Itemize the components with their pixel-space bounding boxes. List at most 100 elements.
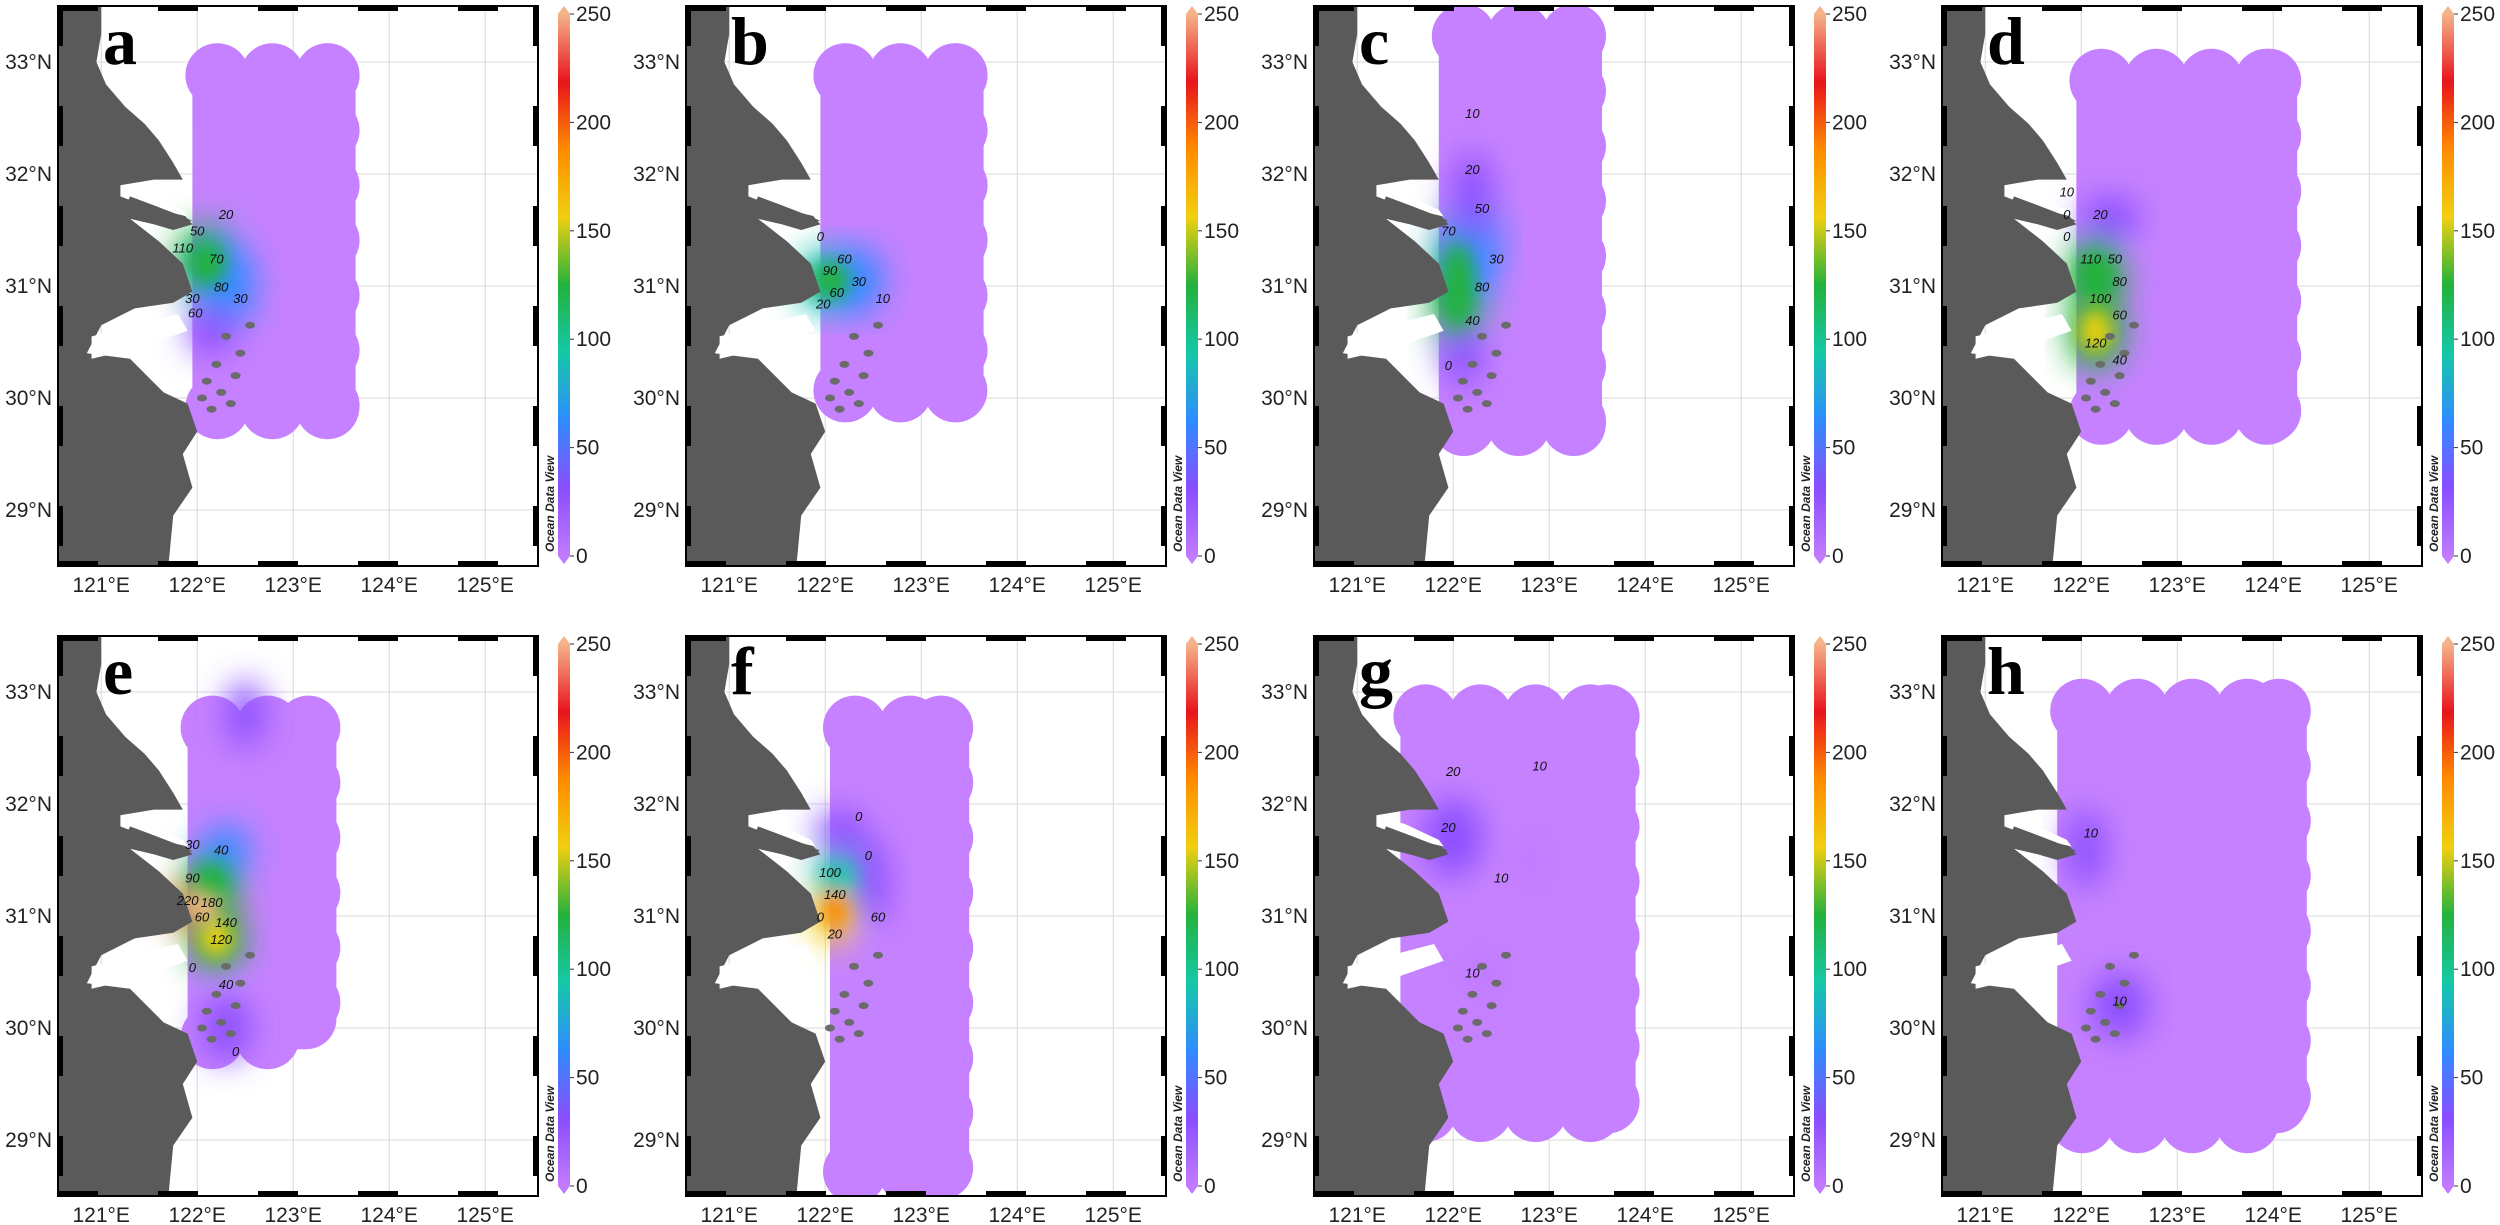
yangtze-estuary bbox=[1376, 185, 1444, 217]
land-mass bbox=[1314, 636, 1454, 1196]
lon-tick-label: 125°E bbox=[2340, 574, 2397, 597]
concentration-blob bbox=[849, 837, 888, 928]
contour-label: 30 bbox=[852, 274, 867, 289]
colorbar: 0 50 100 150 200 250 Ocean Data View bbox=[2427, 633, 2495, 1198]
colorbar-tick-label: 150 bbox=[1204, 850, 1239, 873]
lon-tick-label: 123°E bbox=[264, 574, 321, 597]
contour-label: 60 bbox=[837, 252, 852, 267]
colorbar-tick-label: 0 bbox=[576, 1175, 588, 1198]
field-lobe bbox=[1575, 959, 1640, 1024]
island bbox=[2095, 990, 2106, 998]
field-lobe bbox=[909, 1025, 974, 1090]
field-lobe bbox=[2246, 678, 2311, 743]
colorbar-tick-label: 100 bbox=[2460, 328, 2495, 351]
lon-tick-label: 124°E bbox=[1616, 574, 1673, 597]
island bbox=[1491, 349, 1502, 357]
lat-tick-label: 30°N bbox=[633, 387, 680, 410]
lat-tick-label: 31°N bbox=[1261, 905, 1308, 928]
contour-label: 0 bbox=[855, 809, 863, 824]
lat-tick-label: 33°N bbox=[1261, 51, 1308, 74]
concentration-blob bbox=[226, 680, 265, 749]
colorbar-tick-label: 50 bbox=[1204, 437, 1227, 460]
hangzhou-bay bbox=[91, 944, 188, 989]
lon-tick-label: 121°E bbox=[72, 574, 129, 597]
lat-tick-label: 30°N bbox=[5, 1017, 52, 1040]
contour-label: 10 bbox=[1532, 758, 1547, 773]
colorbar-tick-label: 200 bbox=[576, 741, 611, 764]
field-lobe bbox=[2246, 898, 2311, 963]
colorbar-tick-label: 0 bbox=[1832, 545, 1844, 568]
island bbox=[2119, 979, 2130, 987]
island bbox=[2090, 1035, 2101, 1043]
colorbar-tick-label: 50 bbox=[1832, 1067, 1855, 1090]
concentration-core bbox=[183, 863, 233, 957]
island bbox=[1453, 394, 1463, 402]
field-lobe bbox=[2179, 48, 2244, 113]
colorbar-tick-label: 250 bbox=[1832, 633, 1867, 656]
lon-tick-label: 123°E bbox=[2148, 1204, 2205, 1225]
field-lobe bbox=[295, 43, 360, 108]
colorbar-ramp bbox=[1814, 644, 1826, 1186]
concentration-blob bbox=[202, 826, 250, 872]
concentration-blob bbox=[202, 994, 250, 1062]
lat-tick-label: 32°N bbox=[633, 163, 680, 186]
concentration-core bbox=[188, 242, 226, 286]
island bbox=[839, 990, 850, 998]
lat-tick-label: 29°N bbox=[5, 1129, 52, 1152]
chongming-island bbox=[1381, 826, 1449, 854]
colorbar-tick-label: 150 bbox=[1832, 220, 1867, 243]
colorbar-bottom-arrow bbox=[1814, 556, 1826, 564]
contour-label: 0 bbox=[817, 229, 825, 244]
concentration-core-blob bbox=[195, 863, 228, 901]
colorbar-tick-label: 250 bbox=[2460, 3, 2495, 26]
field-lobe bbox=[185, 375, 250, 440]
chongming-island bbox=[125, 196, 193, 224]
lon-tick-label: 124°E bbox=[2244, 1204, 2301, 1225]
field-lobe bbox=[868, 358, 933, 423]
lat-tick-label: 32°N bbox=[1261, 793, 1308, 816]
field-lobe bbox=[2246, 1008, 2311, 1073]
island bbox=[216, 388, 227, 396]
contour-label: 20 bbox=[1445, 764, 1461, 779]
colorbar-top-arrow bbox=[1814, 636, 1826, 644]
field-lobe bbox=[909, 750, 974, 815]
panel-label: f bbox=[731, 633, 755, 709]
contour-label: 10 bbox=[2112, 994, 2127, 1009]
contour-label: 110 bbox=[2080, 252, 2101, 267]
ocean-data-view-credit: Ocean Data View bbox=[1799, 1085, 1813, 1182]
chongming-island bbox=[753, 826, 821, 854]
map-area: 20 10 20 10 10 bbox=[1314, 636, 1794, 1196]
colorbar-tick-label: 50 bbox=[576, 437, 599, 460]
contour-label: 90 bbox=[185, 870, 200, 885]
contour-label: 0 bbox=[2063, 207, 2071, 222]
hangzhou-bay bbox=[91, 314, 188, 359]
colorbar-tick-label: 0 bbox=[2460, 1175, 2472, 1198]
lat-tick-label: 31°N bbox=[633, 275, 680, 298]
field-lobe bbox=[2179, 380, 2244, 445]
colorbar-tick-label: 200 bbox=[1204, 741, 1239, 764]
field-lobe bbox=[1486, 392, 1551, 456]
island bbox=[839, 360, 850, 368]
lat-tick-label: 33°N bbox=[1261, 681, 1308, 704]
contour-label: 0 bbox=[232, 1044, 240, 1059]
colorbar-tick-label: 0 bbox=[1204, 545, 1216, 568]
field-lobe bbox=[2105, 678, 2170, 743]
lat-tick-label: 32°N bbox=[1261, 163, 1308, 186]
concentration-blob bbox=[1506, 826, 1554, 894]
chongming-island bbox=[1381, 196, 1449, 224]
contour-label: 50 bbox=[190, 224, 205, 239]
lon-tick-label: 121°E bbox=[1956, 1204, 2013, 1225]
island bbox=[1486, 1002, 1497, 1010]
lon-tick-label: 122°E bbox=[2052, 574, 2109, 597]
island bbox=[829, 377, 840, 385]
field-lobe bbox=[1542, 169, 1606, 233]
colorbar-tick-label: 0 bbox=[576, 545, 588, 568]
lat-tick-label: 29°N bbox=[633, 499, 680, 522]
ocean-data-view-credit: Ocean Data View bbox=[543, 1085, 557, 1182]
map-area: 10 10 bbox=[1942, 636, 2422, 1196]
lat-tick-label: 33°N bbox=[1889, 681, 1936, 704]
colorbar-tick-label: 100 bbox=[1204, 958, 1239, 981]
island bbox=[245, 951, 255, 959]
